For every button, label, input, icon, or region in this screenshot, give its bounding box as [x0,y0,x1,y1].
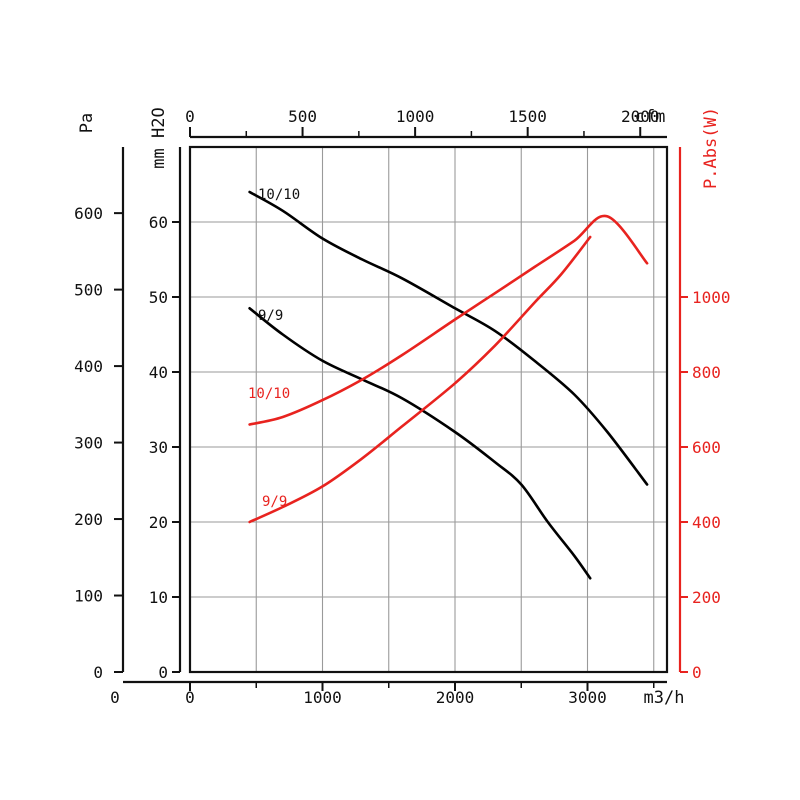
m3h-tick-label: 3000 [568,688,607,707]
series-line-pressure-9-9 [248,307,592,580]
cfm-tick-label: 500 [288,107,317,126]
power-tick-label: 400 [692,513,721,532]
mmh2o-tick-label: 20 [149,513,168,532]
m3h-tick-label: 2000 [436,688,475,707]
mmh2o-tick-label: 60 [149,213,168,232]
m3h-tick-label: 1000 [303,688,342,707]
power-tick-label: 1000 [692,288,731,307]
pa-tick-label: 300 [74,434,103,453]
mmh2o-axis-title: mm H2O [149,107,169,168]
mmh2o-tick-label: 40 [149,363,168,382]
series-line-pressure-10-10 [248,190,649,486]
pa-axis-title: Pa [77,113,97,133]
power-tick-label: 0 [692,663,702,682]
cfm-tick-label: 1500 [508,107,547,126]
label-power-9-9: 9/9 [262,494,287,510]
performance-curves [248,190,649,580]
power-axis-title: P.Abs(W) [701,107,721,189]
series-line-power-10-10 [248,214,649,426]
m3h-tick-label: 0 [185,688,195,707]
mmh2o-tick-label: 50 [149,288,168,307]
mmh2o-tick-label: 10 [149,588,168,607]
cfm-tick-label: 1000 [396,107,435,126]
m3h-origin-label: 0 [110,688,120,707]
cfm-axis-title: cfm [635,107,666,127]
pa-tick-label: 100 [74,587,103,606]
cfm-tick-label: 2000 [621,107,660,126]
label-power-10-10: 10/10 [248,386,290,402]
cfm-tick-label: 0 [185,107,195,126]
plot-frame [188,145,669,674]
pa-tick-label: 400 [74,357,103,376]
pa-tick-label: 600 [74,204,103,223]
pa-tick-label: 500 [74,281,103,300]
pa-tick-label: 0 [93,663,103,682]
power-tick-label: 600 [692,438,721,457]
m3h-axis-title: m3/h [644,688,685,708]
power-tick-label: 800 [692,363,721,382]
label-pressure-9-9: 9/9 [258,308,283,324]
grid-lines [190,147,667,672]
power-tick-label: 200 [692,588,721,607]
pa-tick-label: 200 [74,510,103,529]
series-line-power-9-9 [248,235,592,524]
mmh2o-tick-label: 0 [158,663,168,682]
mmh2o-tick-label: 30 [149,438,168,457]
label-pressure-10-10: 10/10 [258,187,300,203]
